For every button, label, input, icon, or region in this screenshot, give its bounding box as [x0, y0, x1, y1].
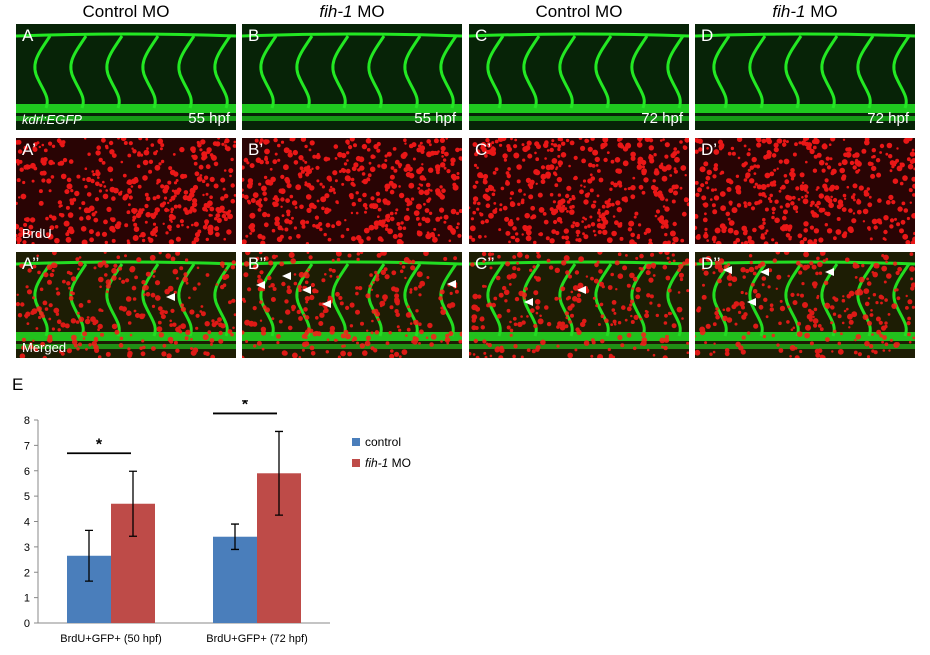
panel-time-c: 72 hpf: [641, 110, 683, 127]
y-tick-label: 6: [24, 466, 30, 478]
panel-d-double-prime: D’’: [695, 252, 915, 358]
x-tick-label: BrdU+GFP+ (72 hpf): [206, 633, 308, 645]
panel-d: D 72 hpf: [695, 24, 915, 130]
panel-caption-brdu: BrdU: [22, 226, 52, 241]
panel-c-prime: C’: [469, 138, 689, 244]
panel-b: B 55 hpf: [242, 24, 462, 130]
column-header-3-text: Control MO: [535, 2, 623, 21]
panel-time-d: 72 hpf: [867, 110, 909, 127]
y-tick-label: 1: [24, 593, 30, 605]
panel-label-d-prime: D’: [701, 140, 718, 159]
panel-time-a: 55 hpf: [188, 110, 230, 127]
panel-label-c-prime: C’: [475, 140, 492, 159]
y-tick-label: 0: [24, 618, 30, 630]
panel-d-prime: D’: [695, 138, 915, 244]
panel-a-prime: A’ BrdU: [16, 138, 236, 244]
x-tick-label: BrdU+GFP+ (50 hpf): [60, 633, 162, 645]
y-tick-label: 7: [24, 440, 30, 452]
column-header-3: Control MO: [469, 2, 689, 22]
panel-label-e: E: [12, 375, 24, 394]
panel-b-double-prime: B’’: [242, 252, 462, 358]
bar-control-2: [213, 536, 257, 623]
y-tick-label: 3: [24, 542, 30, 554]
panel-caption-merged: Merged: [22, 340, 67, 355]
panel-label-a-prime: A’: [22, 140, 36, 159]
column-header-2: fih-1 MO: [242, 2, 462, 22]
error-bar: [275, 430, 283, 516]
legend-label-control: control: [365, 435, 401, 449]
panel-label-a-double-prime: A’’: [22, 254, 40, 273]
panel-label-d-double-prime: D’’: [701, 254, 721, 273]
column-header-1-text: Control MO: [82, 2, 170, 21]
error-bar: [231, 523, 239, 551]
significance-star: *: [242, 400, 249, 413]
panel-caption-kdrl-egfp: kdrl:EGFP: [22, 112, 82, 127]
error-bar: [129, 470, 137, 537]
column-header-1: Control MO: [16, 2, 236, 22]
error-bar: [85, 529, 93, 582]
panel-time-b: 55 hpf: [414, 110, 456, 127]
panel-label-c: C: [475, 26, 488, 45]
column-header-2-suffix: MO: [352, 2, 385, 21]
panel-c: C 72 hpf: [469, 24, 689, 130]
column-header-4: fih-1 MO: [695, 2, 915, 22]
y-tick-label: 4: [24, 517, 30, 529]
y-tick-label: 2: [24, 567, 30, 579]
panel-label-c-double-prime: C’’: [475, 254, 495, 273]
panel-b-prime: B’: [242, 138, 462, 244]
panel-label-d: D: [701, 26, 714, 45]
legend-label-fih-1: fih-1 MO: [365, 456, 411, 470]
significance-star: *: [96, 436, 103, 453]
legend-swatch-control: [352, 438, 360, 446]
column-header-4-suffix: MO: [805, 2, 838, 21]
panel-c-double-prime: C’’: [469, 252, 689, 358]
y-tick-label: 8: [24, 415, 30, 427]
column-header-2-gene: fih-1: [319, 2, 353, 21]
panel-label-a: A: [22, 26, 34, 45]
brdu-gfp-bar-chart: 0 1 2 3 4 5 6 7 8 * BrdU+GFP+ (50 hpf) * BrdU+GFP+ (…: [24, 400, 411, 645]
panel-label-b: B: [248, 26, 260, 45]
legend-swatch-fih-1: [352, 459, 360, 467]
panel-a: A kdrl:EGFP 55 hpf: [16, 24, 236, 130]
panel-a-double-prime: A’’ Merged: [16, 252, 236, 358]
panel-label-b-double-prime: B’’: [248, 254, 267, 273]
column-header-4-gene: fih-1: [772, 2, 806, 21]
panel-label-b-prime: B’: [248, 140, 264, 159]
y-tick-label: 5: [24, 491, 30, 503]
